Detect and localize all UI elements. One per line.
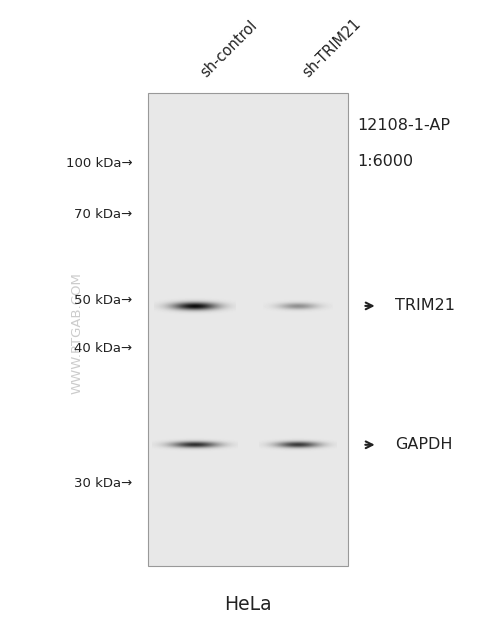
Text: TRIM21: TRIM21 [395, 298, 455, 314]
Text: HeLa: HeLa [224, 595, 272, 614]
Text: sh-control: sh-control [198, 17, 260, 80]
Text: 40 kDa→: 40 kDa→ [74, 342, 132, 355]
Text: 100 kDa→: 100 kDa→ [66, 157, 132, 170]
Text: 12108-1-AP: 12108-1-AP [358, 118, 450, 133]
Text: 1:6000: 1:6000 [358, 154, 414, 168]
Text: 30 kDa→: 30 kDa→ [74, 477, 132, 490]
Text: 70 kDa→: 70 kDa→ [74, 208, 132, 221]
Text: WWW.PTGAB.COM: WWW.PTGAB.COM [71, 272, 84, 394]
Text: sh-TRIM21: sh-TRIM21 [300, 16, 364, 80]
Text: 50 kDa→: 50 kDa→ [74, 294, 132, 307]
Bar [148, 93, 348, 566]
Text: GAPDH: GAPDH [395, 437, 452, 452]
